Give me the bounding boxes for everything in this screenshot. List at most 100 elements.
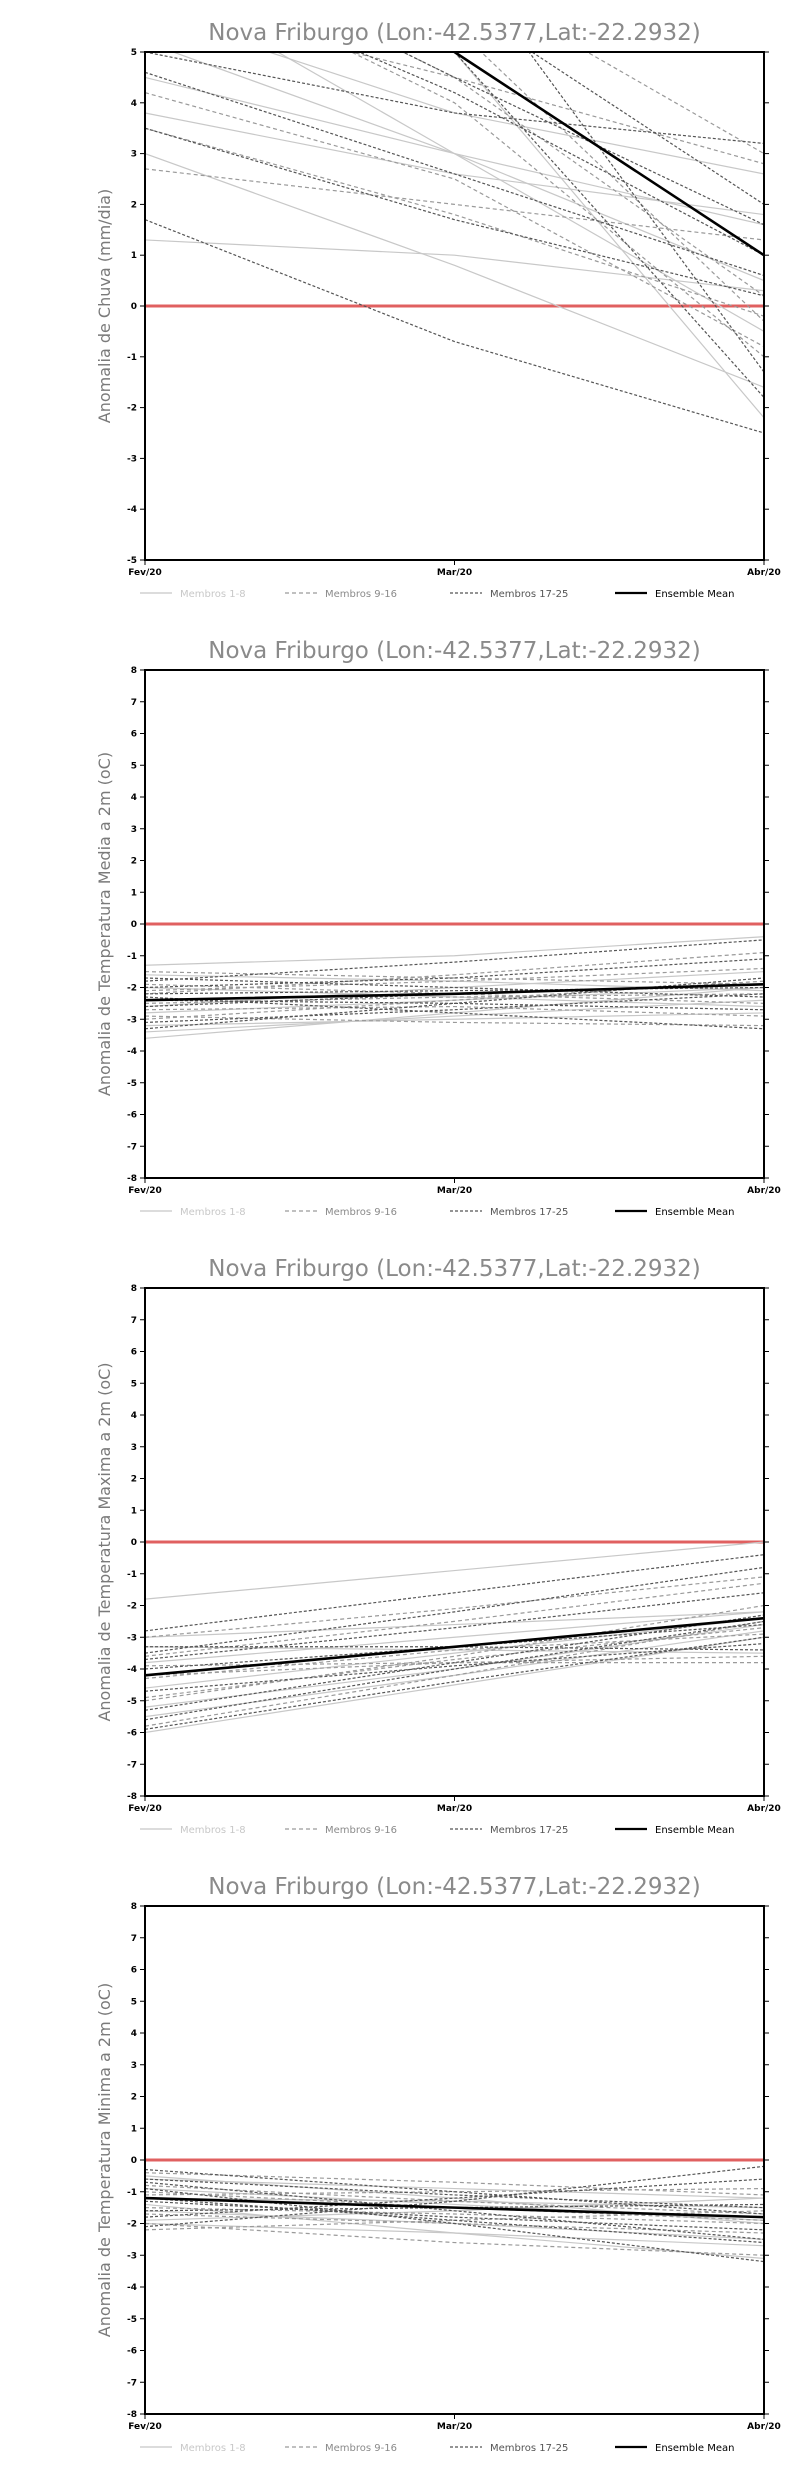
ensemble-mean-line — [145, 2196, 764, 2219]
member-line — [145, 996, 764, 1030]
chart-title: Nova Friburgo (Lon:-42.5377,Lat:-22.2932… — [208, 1874, 700, 1900]
y-tick-label: -4 — [127, 1047, 137, 1057]
ensemble-mean-line — [452, 52, 764, 257]
x-tick-label: Fev/20 — [128, 1804, 162, 1814]
y-tick-label: -7 — [127, 1142, 137, 1152]
x-tick-label: Abr/20 — [747, 2422, 781, 2432]
y-tick-label: 2 — [131, 200, 137, 210]
legend-label: Membros 1-8 — [180, 2443, 246, 2454]
legend-label: Membros 9-16 — [325, 2443, 397, 2454]
chart-temperatura-maxima: Nova Friburgo (Lon:-42.5377,Lat:-22.2932… — [95, 1256, 781, 1836]
member-line — [145, 1620, 764, 1721]
member-line — [145, 2168, 764, 2215]
legend-label: Ensemble Mean — [655, 1207, 734, 1218]
y-axis-label: Anomalia de Chuva (mm/dia) — [95, 189, 114, 423]
y-tick-label: -5 — [127, 1697, 137, 1707]
y-tick-label: -8 — [127, 1792, 137, 1802]
y-tick-label: 0 — [131, 302, 137, 312]
member-line — [171, 52, 764, 282]
member-line — [145, 153, 764, 388]
member-line — [145, 986, 764, 1039]
chart-panel-temperatura-minima: Nova Friburgo (Lon:-42.5377,Lat:-22.2932… — [0, 1854, 800, 2472]
member-line — [145, 52, 764, 145]
y-tick-label: -2 — [127, 2220, 137, 2230]
x-tick-label: Mar/20 — [437, 1804, 472, 1814]
y-axis-label: Anomalia de Temperatura Maxima a 2m (oC) — [95, 1362, 114, 1721]
member-line — [145, 2203, 764, 2260]
plot-frame — [144, 51, 765, 561]
y-tick-label: 4 — [131, 793, 137, 803]
member-line — [145, 1015, 764, 1027]
ensemble-mean-line — [145, 1616, 764, 1677]
member-line — [145, 951, 764, 995]
y-tick-label: -5 — [127, 1079, 137, 1089]
member-line — [145, 971, 764, 985]
chart-title: Nova Friburgo (Lon:-42.5377,Lat:-22.2932… — [208, 638, 700, 664]
y-tick-label: -2 — [127, 1602, 137, 1612]
y-tick-label: 8 — [131, 666, 137, 676]
y-tick-label: 3 — [131, 150, 137, 160]
chart-temperatura-minima: Nova Friburgo (Lon:-42.5377,Lat:-22.2932… — [95, 1874, 781, 2454]
member-line — [145, 980, 764, 1020]
member-line — [145, 1611, 764, 1664]
y-tick-label: 1 — [131, 251, 137, 261]
member-line — [145, 1633, 764, 1680]
y-axis-label: Anomalia de Temperatura Media a 2m (oC) — [95, 752, 114, 1096]
member-line — [145, 2178, 764, 2209]
member-line — [145, 1541, 764, 1600]
y-tick-label: -6 — [127, 2347, 137, 2357]
series-group — [145, 1540, 764, 1734]
legend-label: Membros 17-25 — [490, 1825, 568, 1836]
legend-label: Membros 1-8 — [180, 589, 246, 600]
y-tick-label: 7 — [131, 1316, 137, 1326]
chart-panel-temperatura-media: Nova Friburgo (Lon:-42.5377,Lat:-22.2932… — [0, 618, 800, 1236]
y-tick-label: 5 — [131, 1379, 137, 1389]
y-tick-label: 0 — [131, 2156, 137, 2166]
member-line — [145, 999, 764, 1033]
x-tick-label: Mar/20 — [437, 1186, 472, 1196]
member-line — [145, 993, 764, 1024]
y-tick-label: 0 — [131, 920, 137, 930]
y-tick-label: 5 — [131, 761, 137, 771]
member-line — [145, 92, 764, 348]
member-line — [145, 2200, 764, 2231]
y-tick-label: -1 — [127, 2188, 137, 2198]
member-line — [145, 1636, 764, 1734]
y-tick-label: -2 — [127, 404, 137, 414]
member-line — [145, 1554, 764, 1632]
legend-label: Membros 9-16 — [325, 1825, 397, 1836]
member-line — [145, 1566, 764, 1654]
legend-label: Ensemble Mean — [655, 589, 734, 600]
member-line — [145, 127, 764, 297]
member-line — [145, 2172, 764, 2196]
y-tick-label: 8 — [131, 1902, 137, 1912]
member-line — [145, 993, 764, 1004]
y-tick-label: 3 — [131, 825, 137, 835]
member-line — [357, 52, 764, 256]
y-tick-label: -1 — [127, 353, 137, 363]
y-tick-label: -7 — [127, 2378, 137, 2388]
y-tick-label: 4 — [131, 99, 137, 109]
x-tick-label: Abr/20 — [747, 1186, 781, 1196]
y-tick-label: -3 — [127, 454, 137, 464]
member-line — [145, 1643, 764, 1692]
member-line — [145, 1614, 764, 1711]
x-tick-label: Fev/20 — [128, 2422, 162, 2432]
y-tick-label: 2 — [131, 857, 137, 867]
member-line — [145, 1636, 764, 1730]
member-line — [145, 2165, 764, 2228]
legend-label: Membros 1-8 — [180, 1207, 246, 1218]
y-tick-label: 1 — [131, 2124, 137, 2134]
plot-frame — [144, 1287, 765, 1797]
y-tick-label: -8 — [127, 2410, 137, 2420]
member-line — [145, 1005, 764, 1017]
member-line — [145, 1630, 764, 1718]
member-line — [276, 52, 764, 332]
y-tick-label: 1 — [131, 888, 137, 898]
member-line — [145, 1627, 764, 1699]
chart-title: Nova Friburgo (Lon:-42.5377,Lat:-22.2932… — [208, 20, 700, 46]
legend-label: Membros 1-8 — [180, 1825, 246, 1836]
y-tick-label: -4 — [127, 2283, 137, 2293]
legend-label: Membros 9-16 — [325, 589, 397, 600]
series-group — [145, 2158, 764, 2263]
